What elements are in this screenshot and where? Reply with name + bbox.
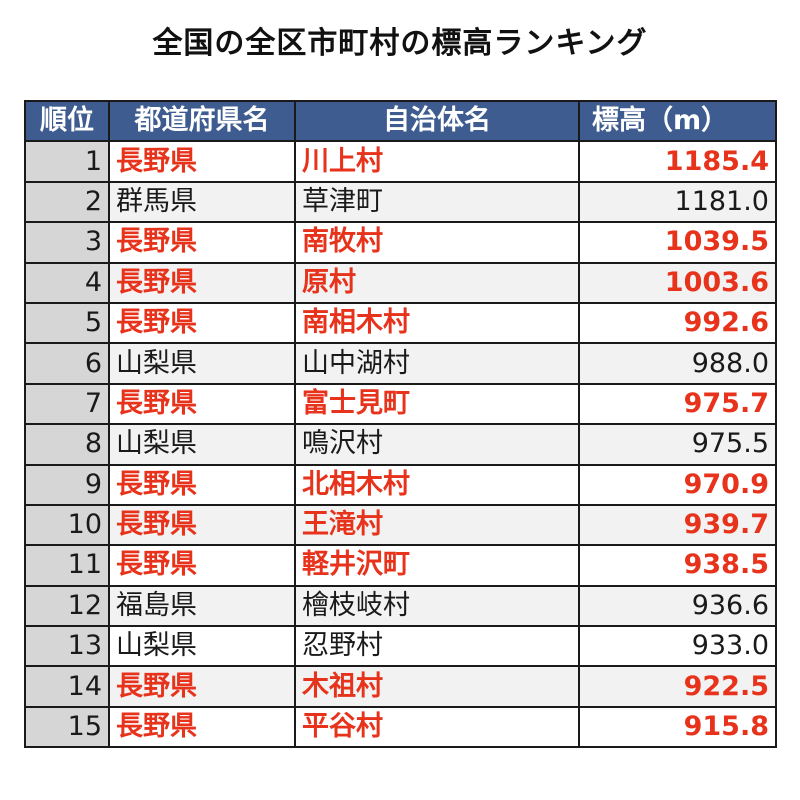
elevation-cell: 915.8 [578, 705, 777, 749]
prefecture-cell: 山梨県 [108, 342, 296, 385]
table-row: 8 山梨県 鳴沢村 975.5 [24, 423, 777, 466]
table-row: 11 長野県 軽井沢町 938.5 [24, 544, 777, 587]
prefecture-cell: 山梨県 [108, 625, 296, 668]
elevation-cell: 988.0 [578, 342, 777, 385]
rank-cell: 12 [24, 584, 110, 628]
rank-cell: 7 [24, 382, 110, 426]
municipality-cell: 原村 [294, 261, 580, 304]
table-row: 4 長野県 原村 1003.6 [24, 261, 777, 304]
prefecture-cell: 長野県 [108, 503, 296, 547]
prefecture-cell: 長野県 [108, 140, 296, 183]
prefecture-cell: 長野県 [108, 544, 296, 587]
elevation-cell: 975.5 [578, 423, 777, 466]
rank-cell: 1 [24, 140, 110, 183]
prefecture-cell: 長野県 [108, 463, 296, 506]
rank-cell: 4 [24, 261, 110, 304]
municipality-cell: 北相木村 [294, 463, 580, 506]
municipality-cell: 平谷村 [294, 705, 580, 749]
header-prefecture: 都道府県名 [108, 99, 296, 143]
rank-cell: 5 [24, 301, 110, 345]
header-elevation: 標高（m） [578, 99, 777, 143]
elevation-cell: 975.7 [578, 382, 777, 426]
municipality-cell: 南相木村 [294, 301, 580, 345]
table-row: 9 長野県 北相木村 970.9 [24, 463, 777, 506]
rank-cell: 6 [24, 342, 110, 385]
elevation-ranking-table: 順位 都道府県名 自治体名 標高（m） 1 長野県 川上村 1185.4 2 群馬県 草津町… [24, 99, 777, 749]
header-municipality: 自治体名 [294, 99, 580, 143]
prefecture-cell: 長野県 [108, 221, 296, 264]
municipality-cell: 山中湖村 [294, 342, 580, 385]
header-rank: 順位 [24, 99, 110, 143]
municipality-cell: 川上村 [294, 140, 580, 183]
rank-cell: 10 [24, 503, 110, 547]
municipality-cell: 王滝村 [294, 503, 580, 547]
table-header-row: 順位 都道府県名 自治体名 標高（m） [24, 99, 777, 143]
table-row: 14 長野県 木祖村 922.5 [24, 665, 777, 708]
elevation-cell: 938.5 [578, 544, 777, 587]
prefecture-cell: 長野県 [108, 261, 296, 304]
rank-cell: 11 [24, 544, 110, 587]
table-row: 5 長野県 南相木村 992.6 [24, 301, 777, 345]
table-row: 7 長野県 富士見町 975.7 [24, 382, 777, 426]
elevation-cell: 1181.0 [578, 180, 777, 224]
elevation-cell: 1039.5 [578, 221, 777, 264]
municipality-cell: 富士見町 [294, 382, 580, 426]
elevation-cell: 936.6 [578, 584, 777, 628]
rank-cell: 15 [24, 705, 110, 749]
prefecture-cell: 長野県 [108, 301, 296, 345]
table-row: 6 山梨県 山中湖村 988.0 [24, 342, 777, 385]
rank-cell: 2 [24, 180, 110, 224]
elevation-cell: 970.9 [578, 463, 777, 506]
table-body: 1 長野県 川上村 1185.4 2 群馬県 草津町 1181.0 3 長野県 南牧村 1039.5 4… [24, 140, 777, 749]
table-row: 2 群馬県 草津町 1181.0 [24, 180, 777, 224]
rank-cell: 3 [24, 221, 110, 264]
table-row: 3 長野県 南牧村 1039.5 [24, 221, 777, 264]
table-row: 1 長野県 川上村 1185.4 [24, 140, 777, 183]
rank-cell: 9 [24, 463, 110, 506]
elevation-cell: 992.6 [578, 301, 777, 345]
prefecture-cell: 長野県 [108, 665, 296, 708]
prefecture-cell: 長野県 [108, 382, 296, 426]
municipality-cell: 木祖村 [294, 665, 580, 708]
prefecture-cell: 福島県 [108, 584, 296, 628]
elevation-cell: 922.5 [578, 665, 777, 708]
prefecture-cell: 群馬県 [108, 180, 296, 224]
table-row: 10 長野県 王滝村 939.7 [24, 503, 777, 547]
rank-cell: 13 [24, 625, 110, 668]
page-title: 全国の全区市町村の標高ランキング [152, 26, 648, 61]
elevation-cell: 1185.4 [578, 140, 777, 183]
elevation-cell: 1003.6 [578, 261, 777, 304]
elevation-cell: 939.7 [578, 503, 777, 547]
municipality-cell: 鳴沢村 [294, 423, 580, 466]
table-row: 12 福島県 檜枝岐村 936.6 [24, 584, 777, 628]
table-row: 15 長野県 平谷村 915.8 [24, 705, 777, 749]
rank-cell: 14 [24, 665, 110, 708]
elevation-cell: 933.0 [578, 625, 777, 668]
municipality-cell: 草津町 [294, 180, 580, 224]
municipality-cell: 南牧村 [294, 221, 580, 264]
municipality-cell: 軽井沢町 [294, 544, 580, 587]
prefecture-cell: 長野県 [108, 705, 296, 749]
table-row: 13 山梨県 忍野村 933.0 [24, 625, 777, 668]
rank-cell: 8 [24, 423, 110, 466]
municipality-cell: 檜枝岐村 [294, 584, 580, 628]
municipality-cell: 忍野村 [294, 625, 580, 668]
prefecture-cell: 山梨県 [108, 423, 296, 466]
